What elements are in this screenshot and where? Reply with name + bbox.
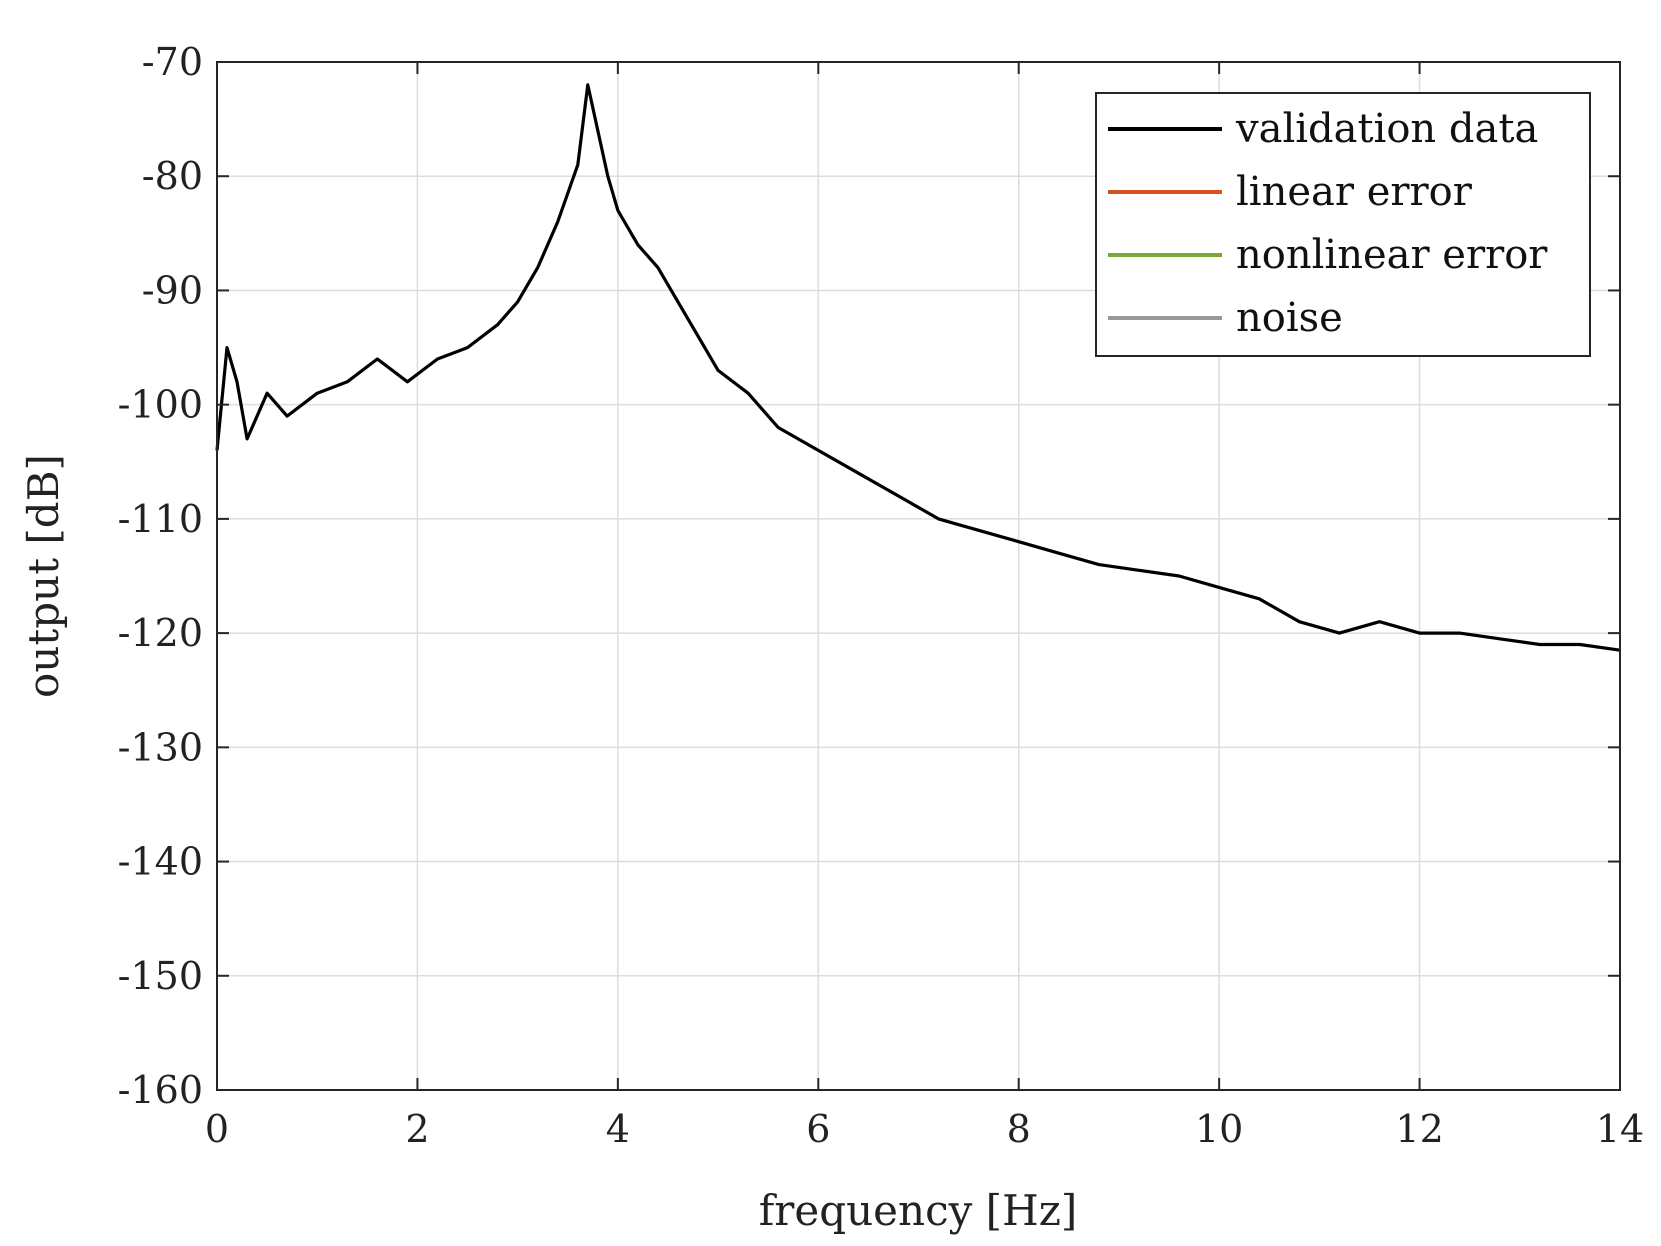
legend-label-nonlinear-error: nonlinear error — [1236, 232, 1548, 278]
legend-box — [1095, 92, 1591, 357]
y-tick-label: -110 — [118, 497, 203, 541]
y-tick-label: -70 — [142, 40, 203, 84]
x-tick-label: 14 — [1596, 1107, 1644, 1151]
legend-label-noise: noise — [1236, 295, 1343, 341]
x-tick-label: 12 — [1395, 1107, 1443, 1151]
y-tick-label: -100 — [118, 383, 203, 427]
x-tick-label: 6 — [806, 1107, 830, 1151]
x-tick-label: 10 — [1195, 1107, 1243, 1151]
y-tick-label: -90 — [142, 268, 203, 312]
plot-frame — [216, 61, 1621, 1091]
legend-label-linear-error: linear error — [1236, 169, 1473, 215]
series-layer — [215, 83, 1621, 652]
ticks — [216, 61, 1621, 1091]
y-tick-label: -140 — [118, 840, 203, 884]
x-tick-label: 2 — [405, 1107, 429, 1151]
tick-labels: 0 2 4 6 8 10 12 14 -70 -80 -90 -100 -110 -120 -130 -140… — [118, 40, 1645, 1151]
y-tick-label: -120 — [118, 611, 203, 655]
y-tick-label: -150 — [118, 954, 203, 998]
x-axis-title: frequency [Hz] — [759, 1186, 1077, 1235]
x-tick-label: 4 — [606, 1107, 630, 1151]
legend: validation data linear error nonlinear e… — [1095, 92, 1591, 357]
series-line-validation-data — [215, 83, 1621, 652]
y-tick-label: -130 — [118, 725, 203, 769]
y-tick-label: -160 — [118, 1068, 203, 1112]
x-tick-label: 0 — [205, 1107, 229, 1151]
y-axis-title: output [dB] — [19, 454, 68, 698]
x-tick-label: 8 — [1007, 1107, 1031, 1151]
y-tick-label: -80 — [142, 154, 203, 198]
legend-label-validation-data: validation data — [1235, 106, 1538, 152]
